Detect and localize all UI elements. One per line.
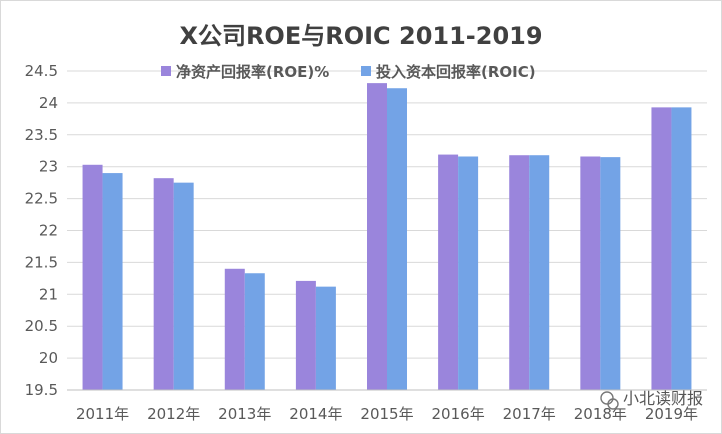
y-tick-label: 22.5 [25, 190, 58, 208]
y-axis-tick-labels: 19.5 20 20.5 21 21.5 22 22.5 23 23.5 24 24.5 [25, 62, 58, 399]
x-tick-label: 2018年 [574, 405, 627, 423]
bar-roe-2012年 [153, 178, 174, 390]
bar-roic-2015年 [387, 88, 407, 390]
bar-roe-2018年 [580, 156, 601, 390]
bar-roe-2013年 [224, 268, 245, 390]
y-tick-label: 23.5 [25, 126, 58, 144]
bar-roe-2016年 [438, 154, 459, 390]
bar-roic-2014年 [315, 286, 336, 390]
bar-roe-2011年 [82, 164, 103, 390]
x-tick-label: 2011年 [76, 405, 129, 423]
bar-roic-2011年 [102, 173, 123, 390]
bar-roic-2016年 [458, 156, 479, 390]
legend-label: 投入资本回报率(ROIC) [376, 63, 536, 81]
x-axis-tick-labels: 2011年 2012年 2013年 2014年 2015年 2016年 2017年 2018年… [76, 405, 698, 423]
y-tick-label: 24 [39, 94, 58, 112]
y-tick-label: 24.5 [25, 62, 58, 80]
y-tick-label: 19.5 [25, 381, 58, 399]
legend-swatch [361, 66, 371, 76]
bar-roe-2015年 [367, 83, 387, 390]
y-tick-label: 21 [39, 285, 58, 303]
bars [82, 83, 692, 390]
bar-roic-2017年 [529, 155, 550, 390]
x-tick-label: 2016年 [432, 405, 485, 423]
x-tick-label: 2017年 [503, 405, 556, 423]
watermark-text: 小北读财报 [623, 389, 703, 408]
legend-label: 净资产回报率(ROE)% [176, 63, 329, 81]
bar-roe-2019年 [651, 107, 672, 390]
watermark: 小北读财报 [600, 389, 703, 410]
x-tick-label: 2014年 [289, 405, 342, 423]
chart-title: X公司ROE与ROIC 2011-2019 [179, 22, 542, 50]
x-tick-label: 2015年 [360, 405, 413, 423]
bar-roic-2018年 [600, 157, 621, 390]
bar-roe-2014年 [295, 280, 316, 390]
y-tick-label: 20 [39, 349, 58, 367]
bar-roic-2012年 [173, 182, 194, 390]
legend: 净资产回报率(ROE)% 投入资本回报率(ROIC) [161, 63, 536, 81]
x-tick-label: 2012年 [147, 405, 200, 423]
legend-swatch [161, 66, 171, 76]
x-tick-label: 2013年 [218, 405, 271, 423]
wechat-logo-icon [600, 391, 619, 410]
bar-roic-2019年 [671, 107, 692, 390]
y-tick-label: 21.5 [25, 253, 58, 271]
y-tick-label: 20.5 [25, 317, 58, 335]
x-tick-label: 2019年 [645, 405, 698, 423]
bar-roic-2013年 [244, 273, 265, 390]
bar-roe-2017年 [509, 155, 530, 390]
y-tick-label: 22 [39, 222, 58, 240]
y-tick-label: 23 [39, 158, 58, 176]
